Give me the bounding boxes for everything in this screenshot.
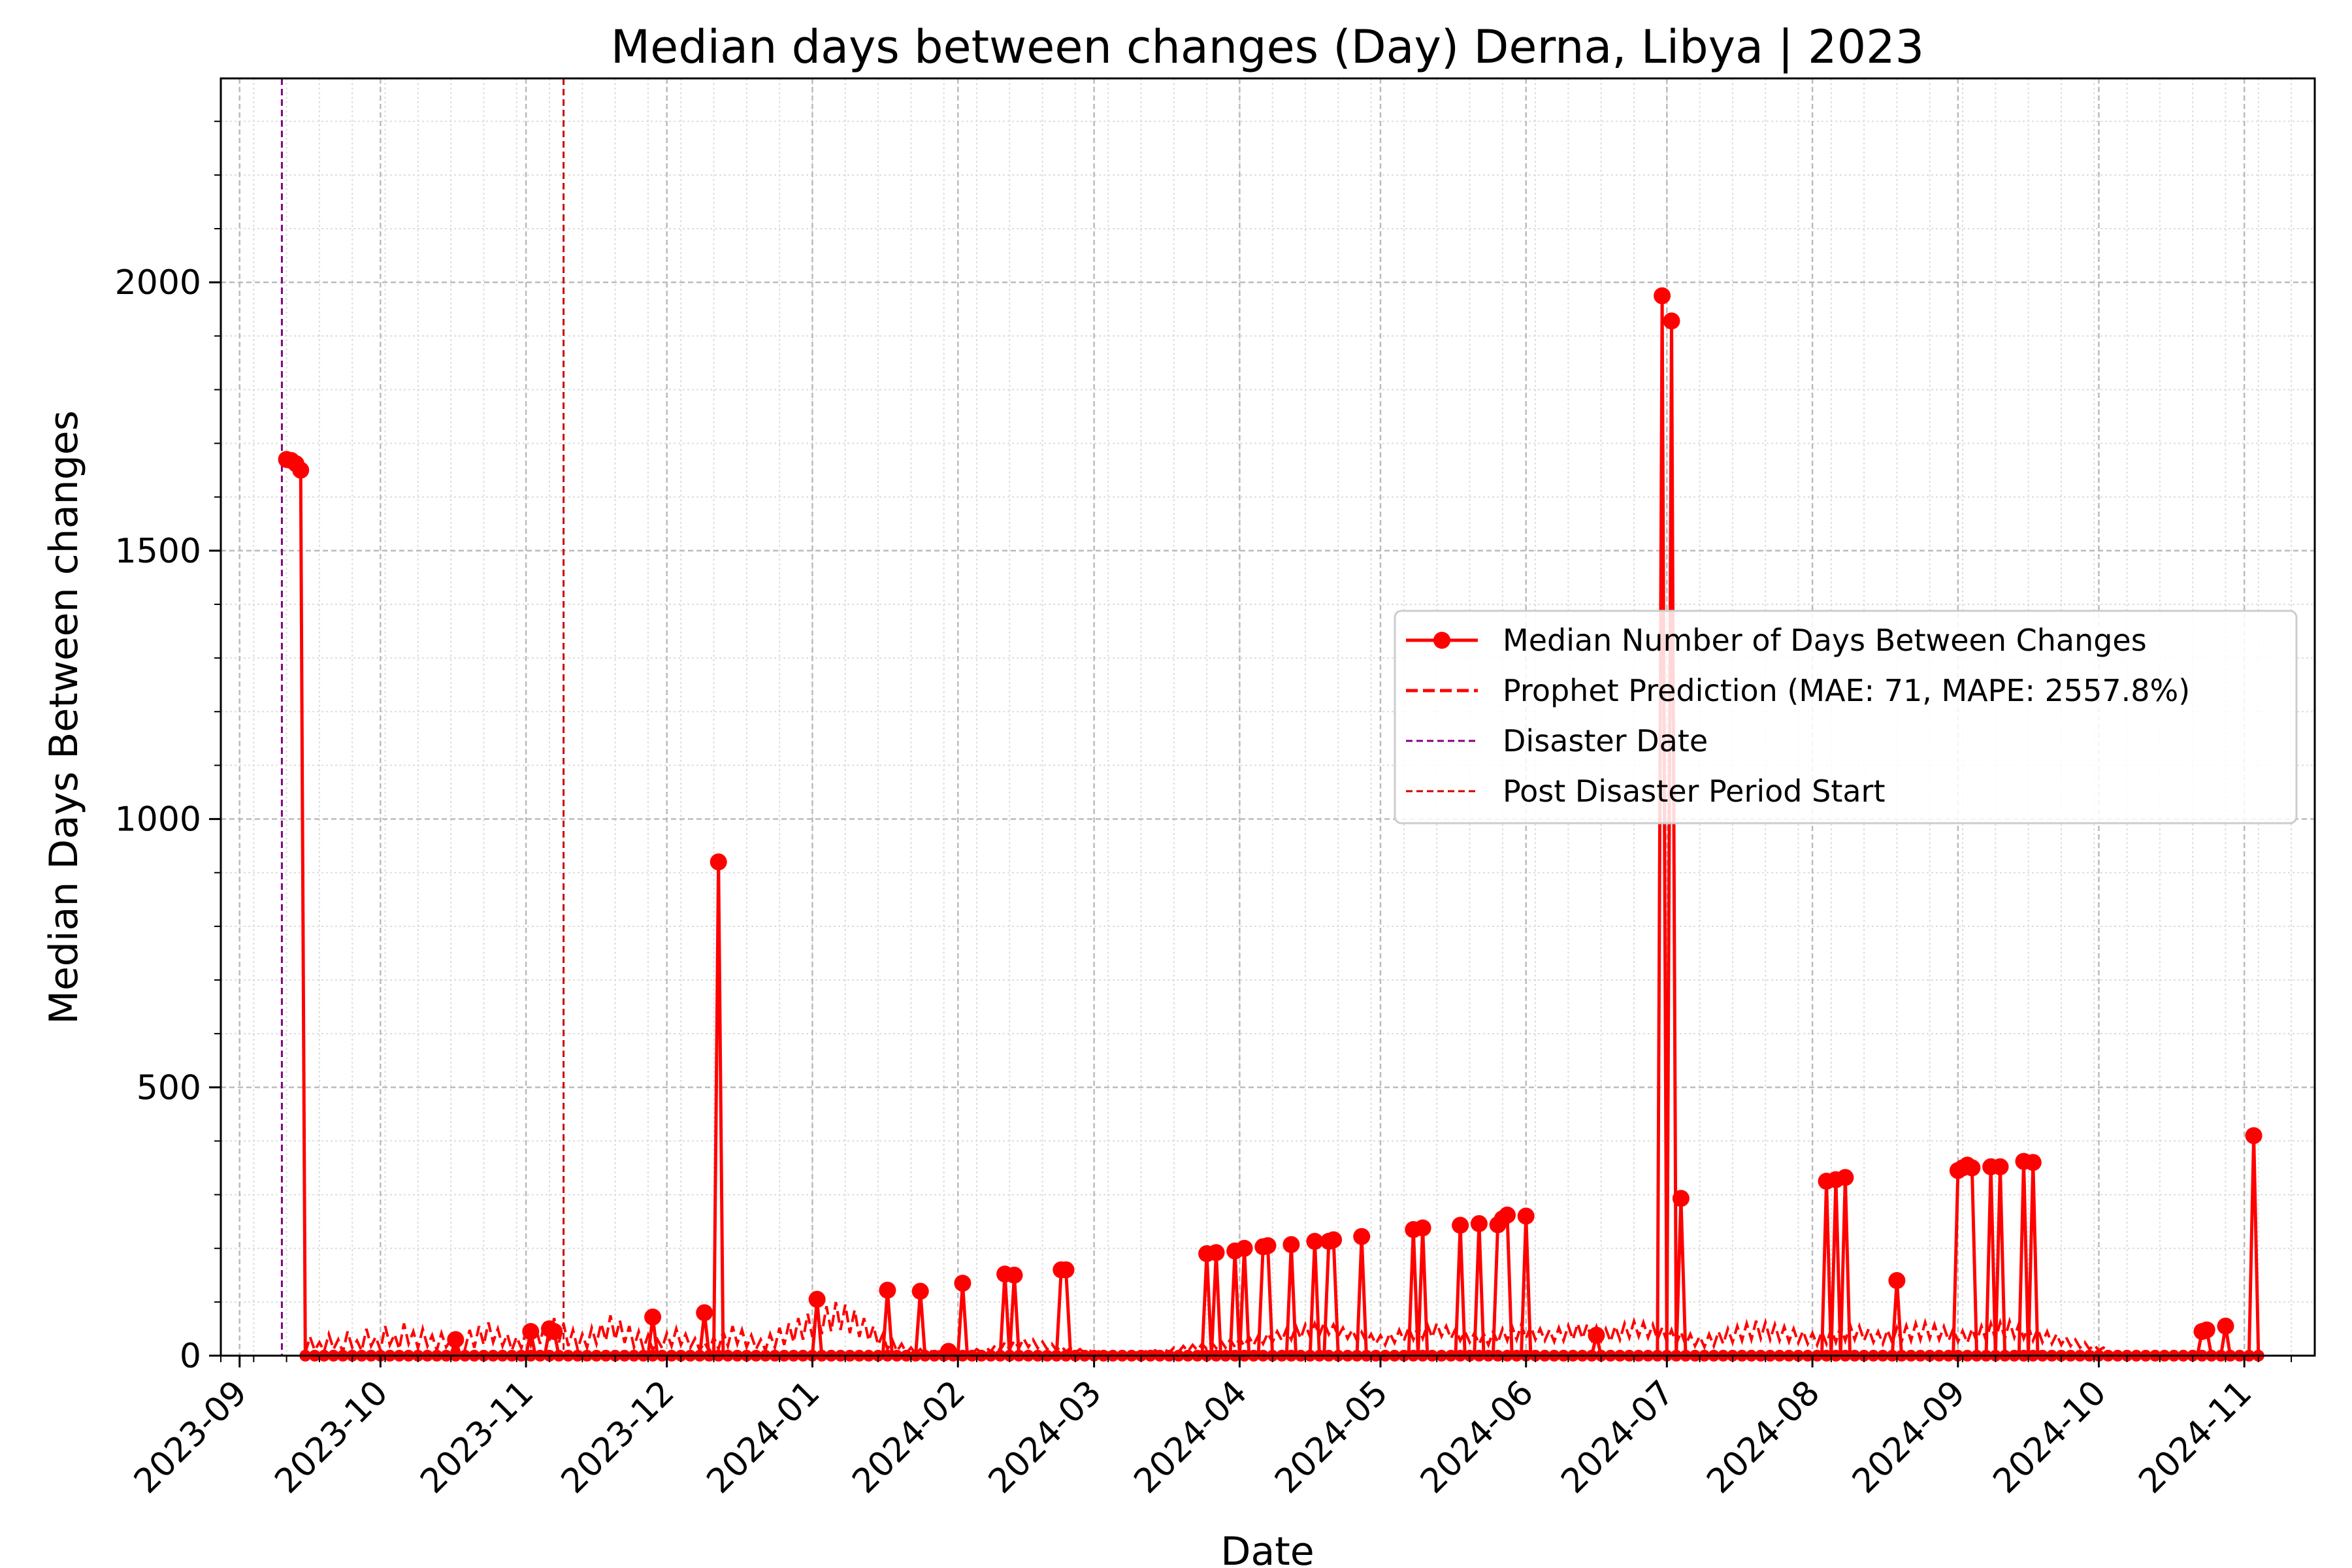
median-point <box>1235 1239 1253 1257</box>
median-point <box>292 461 310 479</box>
median-point <box>1207 1244 1225 1262</box>
median-point <box>522 1323 540 1340</box>
prediction-series <box>304 1301 2110 1358</box>
chart-title: Median days between changes (Day) Derna,… <box>611 20 1924 74</box>
y-tick-label: 2000 <box>115 263 201 302</box>
median-point <box>2024 1154 2042 1171</box>
median-point <box>696 1304 713 1322</box>
median-point <box>447 1331 465 1348</box>
y-tick-label: 1500 <box>115 532 201 571</box>
legend-label-median: Median Number of Days Between Changes <box>1503 623 2147 658</box>
median-point <box>911 1282 929 1300</box>
median-point <box>1654 287 1671 304</box>
reference-lines <box>280 78 565 1356</box>
median-point <box>1353 1228 1371 1245</box>
median-point <box>644 1308 662 1326</box>
median-point <box>710 853 727 871</box>
y-tick-label: 500 <box>137 1068 201 1107</box>
median-point <box>1005 1266 1023 1284</box>
x-axis-title: Date <box>1220 1529 1314 1568</box>
median-point <box>1588 1326 1605 1344</box>
legend-box <box>1394 610 2298 825</box>
y-axis-ticks: 0 500 1000 1500 2000 <box>115 120 221 1376</box>
median-point <box>2217 1317 2234 1335</box>
median-point <box>1259 1237 1277 1254</box>
median-point <box>1306 1233 1324 1250</box>
legend-label-prediction: Prophet Prediction (MAE: 71, MAPE: 2557.… <box>1503 673 2190 708</box>
median-point <box>954 1275 972 1292</box>
y-tick-label: 0 <box>180 1337 201 1376</box>
legend-marker-median <box>1433 632 1450 649</box>
median-point <box>1837 1169 1854 1186</box>
median-point <box>1325 1231 1343 1249</box>
median-point <box>1517 1207 1535 1225</box>
median-series <box>278 287 2264 1362</box>
median-point <box>2198 1321 2215 1339</box>
plot-frame <box>220 77 2316 1357</box>
median-point <box>1888 1272 1906 1289</box>
median-point <box>808 1290 826 1308</box>
median-point <box>1963 1159 1981 1177</box>
prediction-line <box>304 1301 2110 1358</box>
legend-label-disaster: Disaster Date <box>1503 723 1708 759</box>
median-point <box>1282 1236 1300 1253</box>
median-point <box>1499 1206 1516 1224</box>
y-axis-title: Median Days Between changes <box>41 410 87 1024</box>
median-point <box>2245 1127 2262 1145</box>
median-point <box>1452 1217 1469 1234</box>
legend: Median Number of Days Between Changes Pr… <box>1394 610 2298 825</box>
median-point <box>879 1281 896 1299</box>
legend-label-post-disaster: Post Disaster Period Start <box>1503 774 1886 809</box>
median-point <box>1991 1158 2009 1175</box>
y-tick-label: 1000 <box>115 800 201 840</box>
median-point <box>1470 1215 1488 1232</box>
median-point <box>1672 1190 1690 1207</box>
median-point <box>546 1323 563 1340</box>
median-point <box>1057 1261 1075 1279</box>
median-point <box>1414 1219 1431 1237</box>
median-point <box>1663 312 1680 330</box>
